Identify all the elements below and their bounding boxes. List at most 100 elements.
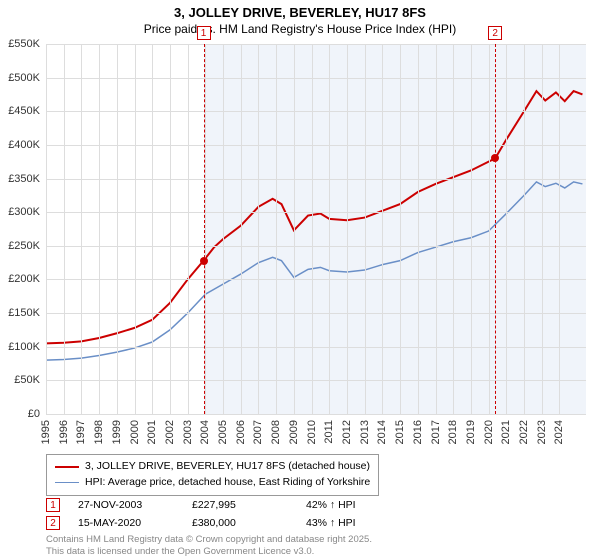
x-tick-label: 2008 bbox=[270, 420, 282, 444]
legend-item: 3, JOLLEY DRIVE, BEVERLEY, HU17 8FS (det… bbox=[55, 459, 370, 475]
x-tick-label: 2011 bbox=[323, 420, 335, 444]
x-tick-label: 1998 bbox=[93, 420, 105, 444]
annotation-price: £380,000 bbox=[192, 517, 288, 529]
x-tick-label: 2003 bbox=[182, 420, 194, 444]
grid-line bbox=[46, 279, 586, 280]
x-axis: 1995199619971998199920002001200220032004… bbox=[46, 414, 586, 458]
x-tick-label: 2016 bbox=[412, 420, 424, 444]
grid-line bbox=[471, 44, 472, 414]
grid-line bbox=[205, 44, 206, 414]
annotation-table: 1 27-NOV-2003 £227,995 42% ↑ HPI 2 15-MAY-202… bbox=[46, 496, 402, 532]
grid-line bbox=[46, 347, 586, 348]
chart-subtitle: Price paid vs. HM Land Registry's House … bbox=[0, 22, 600, 40]
x-tick-label: 2007 bbox=[252, 420, 264, 444]
annotation-delta: 43% ↑ HPI bbox=[306, 517, 402, 529]
grid-line bbox=[347, 44, 348, 414]
x-tick-label: 1995 bbox=[40, 420, 52, 444]
legend-swatch bbox=[55, 466, 79, 468]
grid-line bbox=[400, 44, 401, 414]
grid-line bbox=[294, 44, 295, 414]
footer-line-1: Contains HM Land Registry data © Crown c… bbox=[46, 534, 372, 546]
x-tick-label: 2009 bbox=[288, 420, 300, 444]
grid-line bbox=[46, 44, 47, 414]
grid-line bbox=[258, 44, 259, 414]
y-tick-label: £300K bbox=[8, 206, 40, 218]
grid-line bbox=[453, 44, 454, 414]
grid-line bbox=[117, 44, 118, 414]
y-tick-label: £100K bbox=[8, 341, 40, 353]
x-tick-label: 2020 bbox=[483, 420, 495, 444]
y-tick-label: £550K bbox=[8, 38, 40, 50]
grid-line bbox=[64, 44, 65, 414]
x-tick-label: 2006 bbox=[235, 420, 247, 444]
grid-line bbox=[46, 78, 586, 79]
grid-line bbox=[489, 44, 490, 414]
annotation-price: £227,995 bbox=[192, 499, 288, 511]
plot-area: 12 bbox=[46, 44, 586, 414]
grid-line bbox=[46, 212, 586, 213]
x-tick-label: 1997 bbox=[75, 420, 87, 444]
grid-line bbox=[436, 44, 437, 414]
grid-line bbox=[382, 44, 383, 414]
data-point bbox=[491, 154, 499, 162]
grid-line bbox=[559, 44, 560, 414]
grid-line bbox=[312, 44, 313, 414]
x-tick-label: 1996 bbox=[58, 420, 70, 444]
grid-line bbox=[170, 44, 171, 414]
data-point bbox=[200, 257, 208, 265]
annotation-row: 1 27-NOV-2003 £227,995 42% ↑ HPI bbox=[46, 496, 402, 514]
annotation-date: 15-MAY-2020 bbox=[78, 517, 174, 529]
y-tick-label: £350K bbox=[8, 173, 40, 185]
grid-line bbox=[329, 44, 330, 414]
x-tick-label: 2019 bbox=[465, 420, 477, 444]
series-line bbox=[46, 182, 582, 360]
x-tick-label: 2004 bbox=[199, 420, 211, 444]
legend: 3, JOLLEY DRIVE, BEVERLEY, HU17 8FS (det… bbox=[46, 454, 379, 496]
x-tick-label: 2021 bbox=[500, 420, 512, 444]
y-tick-label: £400K bbox=[8, 139, 40, 151]
footer: Contains HM Land Registry data © Crown c… bbox=[46, 534, 372, 558]
grid-line bbox=[46, 246, 586, 247]
y-tick-label: £250K bbox=[8, 240, 40, 252]
x-tick-label: 2023 bbox=[536, 420, 548, 444]
x-tick-label: 2024 bbox=[553, 420, 565, 444]
annotation-marker: 1 bbox=[46, 498, 60, 512]
legend-label: HPI: Average price, detached house, East… bbox=[85, 475, 370, 491]
grid-line bbox=[46, 380, 586, 381]
marker-box: 1 bbox=[197, 26, 211, 40]
annotation-marker: 2 bbox=[46, 516, 60, 530]
grid-line bbox=[46, 313, 586, 314]
marker-line bbox=[495, 44, 496, 414]
chart-lines bbox=[46, 44, 586, 414]
grid-line bbox=[135, 44, 136, 414]
grid-line bbox=[99, 44, 100, 414]
y-tick-label: £150K bbox=[8, 307, 40, 319]
chart-title: 3, JOLLEY DRIVE, BEVERLEY, HU17 8FS bbox=[0, 0, 600, 22]
grid-line bbox=[46, 111, 586, 112]
annotation-row: 2 15-MAY-2020 £380,000 43% ↑ HPI bbox=[46, 514, 402, 532]
x-tick-label: 2000 bbox=[129, 420, 141, 444]
x-tick-label: 2017 bbox=[430, 420, 442, 444]
legend-swatch bbox=[55, 482, 79, 484]
grid-line bbox=[365, 44, 366, 414]
grid-line bbox=[152, 44, 153, 414]
grid-line bbox=[276, 44, 277, 414]
grid-line bbox=[542, 44, 543, 414]
grid-line bbox=[46, 44, 586, 45]
grid-line bbox=[223, 44, 224, 414]
chart-container: 3, JOLLEY DRIVE, BEVERLEY, HU17 8FS Pric… bbox=[0, 0, 600, 560]
annotation-delta: 42% ↑ HPI bbox=[306, 499, 402, 511]
x-tick-label: 2013 bbox=[359, 420, 371, 444]
marker-box: 2 bbox=[488, 26, 502, 40]
x-tick-label: 2010 bbox=[306, 420, 318, 444]
x-tick-label: 2001 bbox=[146, 420, 158, 444]
marker-line bbox=[204, 44, 205, 414]
legend-label: 3, JOLLEY DRIVE, BEVERLEY, HU17 8FS (det… bbox=[85, 459, 370, 475]
annotation-date: 27-NOV-2003 bbox=[78, 499, 174, 511]
x-tick-label: 2015 bbox=[394, 420, 406, 444]
x-tick-label: 2005 bbox=[217, 420, 229, 444]
x-tick-label: 2002 bbox=[164, 420, 176, 444]
x-tick-label: 2018 bbox=[447, 420, 459, 444]
legend-item: HPI: Average price, detached house, East… bbox=[55, 475, 370, 491]
x-tick-label: 2022 bbox=[518, 420, 530, 444]
